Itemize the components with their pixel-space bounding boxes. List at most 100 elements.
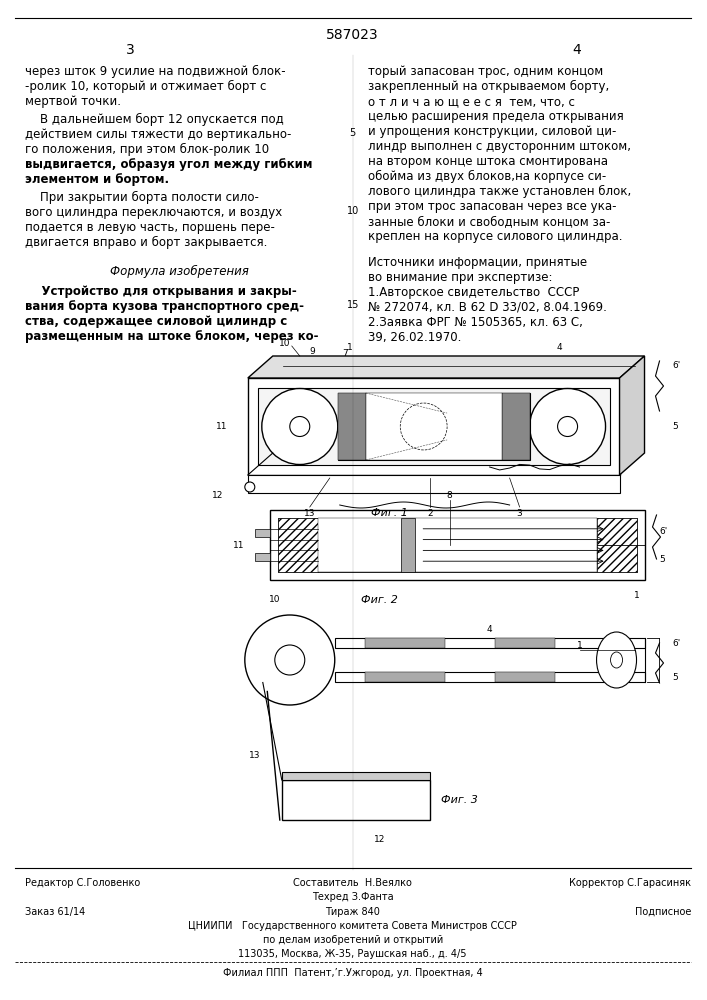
Text: 1: 1 bbox=[347, 344, 353, 353]
Text: 10: 10 bbox=[279, 340, 291, 349]
Text: 6': 6' bbox=[672, 361, 681, 370]
Bar bbox=[255, 529, 270, 537]
Bar bbox=[258, 388, 609, 465]
Ellipse shape bbox=[597, 632, 636, 688]
Text: вания борта кузова транспортного сред-: вания борта кузова транспортного сред- bbox=[25, 300, 304, 313]
Bar bbox=[495, 638, 554, 648]
Bar bbox=[270, 510, 645, 580]
Text: Формула изобретения: Формула изобретения bbox=[110, 265, 250, 278]
Text: торый запасован трос, одним концом: торый запасован трос, одним концом bbox=[368, 65, 603, 78]
Text: 3: 3 bbox=[126, 43, 134, 57]
Text: 113035, Москва, Ж-35, Раушская наб., д. 4/5: 113035, Москва, Ж-35, Раушская наб., д. … bbox=[238, 949, 467, 959]
Text: 10: 10 bbox=[269, 595, 281, 604]
Text: подается в левую часть, поршень пере-: подается в левую часть, поршень пере- bbox=[25, 221, 275, 234]
Polygon shape bbox=[248, 356, 645, 378]
Text: на втором конце штока смонтирована: на втором конце штока смонтирована bbox=[368, 155, 608, 168]
Text: выдвигается, образуя угол между гибким: выдвигается, образуя угол между гибким bbox=[25, 158, 312, 171]
Text: Устройство для открывания и закры-: Устройство для открывания и закры- bbox=[25, 285, 297, 298]
Text: 11: 11 bbox=[216, 422, 228, 431]
Text: Источники информации, принятые: Источники информации, принятые bbox=[368, 256, 587, 269]
Text: Редактор С.Головенко: Редактор С.Головенко bbox=[25, 878, 140, 888]
Bar bbox=[495, 672, 554, 682]
Text: двигается вправо и борт закрывается.: двигается вправо и борт закрывается. bbox=[25, 236, 267, 249]
Text: № 272074, кл. В 62 D 33/02, 8.04.1969.: № 272074, кл. В 62 D 33/02, 8.04.1969. bbox=[368, 301, 607, 314]
Bar bbox=[282, 772, 430, 780]
Text: В дальнейшем борт 12 опускается под: В дальнейшем борт 12 опускается под bbox=[25, 113, 284, 126]
Bar bbox=[366, 393, 502, 460]
Text: 5: 5 bbox=[672, 672, 678, 682]
Text: Подписное: Подписное bbox=[635, 907, 691, 917]
Text: о т л и ч а ю щ е е с я  тем, что, с: о т л и ч а ю щ е е с я тем, что, с bbox=[368, 95, 575, 108]
Text: 39, 26.02.1970.: 39, 26.02.1970. bbox=[368, 331, 461, 344]
Text: при этом трос запасован через все ука-: при этом трос запасован через все ука- bbox=[368, 200, 617, 213]
Text: 12: 12 bbox=[211, 490, 223, 499]
Bar bbox=[255, 553, 270, 561]
Text: -ролик 10, который и отжимает борт с: -ролик 10, который и отжимает борт с bbox=[25, 80, 267, 93]
Bar bbox=[597, 518, 636, 572]
Text: 1: 1 bbox=[633, 590, 639, 599]
Bar bbox=[502, 393, 530, 460]
Bar bbox=[365, 638, 445, 648]
Text: Тираж 840: Тираж 840 bbox=[325, 907, 380, 917]
Text: Заказ 61/14: Заказ 61/14 bbox=[25, 907, 86, 917]
Text: Составитель  Н.Веялко: Составитель Н.Веялко bbox=[293, 878, 412, 888]
Bar bbox=[248, 475, 619, 493]
Text: мертвой точки.: мертвой точки. bbox=[25, 95, 121, 108]
Text: закрепленный на открываемом борту,: закрепленный на открываемом борту, bbox=[368, 80, 609, 93]
Bar bbox=[402, 518, 416, 572]
Bar bbox=[334, 638, 645, 648]
Text: 2.Заявка ФРГ № 1505365, кл. 63 С,: 2.Заявка ФРГ № 1505365, кл. 63 С, bbox=[368, 316, 583, 329]
Bar bbox=[338, 393, 530, 460]
Text: 4: 4 bbox=[487, 626, 493, 635]
Ellipse shape bbox=[400, 403, 447, 450]
Text: Фиг. 1: Фиг. 1 bbox=[371, 508, 408, 518]
Text: го положения, при этом блок-ролик 10: го положения, при этом блок-ролик 10 bbox=[25, 143, 269, 156]
Ellipse shape bbox=[611, 652, 623, 668]
Bar bbox=[365, 672, 445, 682]
Text: Техред З.Фанта: Техред З.Фанта bbox=[312, 892, 394, 902]
Text: 4: 4 bbox=[572, 43, 581, 57]
Ellipse shape bbox=[530, 388, 606, 464]
Circle shape bbox=[245, 482, 255, 492]
Text: через шток 9 усилие на подвижной блок-: через шток 9 усилие на подвижной блок- bbox=[25, 65, 286, 78]
Text: линдр выполнен с двусторонним штоком,: линдр выполнен с двусторонним штоком, bbox=[368, 140, 631, 153]
Polygon shape bbox=[619, 356, 645, 475]
Text: целью расширения предела открывания: целью расширения предела открывания bbox=[368, 110, 624, 123]
Text: 587023: 587023 bbox=[327, 28, 379, 42]
Ellipse shape bbox=[290, 416, 310, 436]
Text: 6': 6' bbox=[672, 639, 681, 648]
Circle shape bbox=[275, 645, 305, 675]
Text: по делам изобретений и открытий: по делам изобретений и открытий bbox=[262, 935, 443, 945]
Text: 11: 11 bbox=[233, 540, 245, 550]
Text: ЦНИИПИ   Государственного комитета Совета Министров СССР: ЦНИИПИ Государственного комитета Совета … bbox=[188, 921, 518, 931]
Bar bbox=[334, 672, 645, 682]
Bar bbox=[338, 393, 366, 460]
Text: 10: 10 bbox=[346, 206, 359, 216]
Text: ства, содержащее силовой цилиндр с: ства, содержащее силовой цилиндр с bbox=[25, 315, 287, 328]
Text: лового цилиндра также установлен блок,: лового цилиндра также установлен блок, bbox=[368, 185, 631, 198]
Ellipse shape bbox=[558, 416, 578, 436]
Text: 5: 5 bbox=[660, 554, 665, 564]
Text: При закрытии борта полости сило-: При закрытии борта полости сило- bbox=[25, 191, 259, 204]
Text: элементом и бортом.: элементом и бортом. bbox=[25, 173, 169, 186]
Text: действием силы тяжести до вертикально-: действием силы тяжести до вертикально- bbox=[25, 128, 291, 141]
Text: 5: 5 bbox=[350, 128, 356, 138]
Text: Фиг. 2: Фиг. 2 bbox=[361, 595, 398, 605]
Text: 1: 1 bbox=[577, 641, 583, 650]
Text: 4: 4 bbox=[557, 344, 562, 353]
Text: 2: 2 bbox=[427, 508, 433, 518]
Text: 9: 9 bbox=[309, 347, 315, 356]
Text: Филиал ППП  Патент,’г.Ужгород, ул. Проектная, 4: Филиал ППП Патент,’г.Ужгород, ул. Проект… bbox=[223, 968, 483, 978]
Bar bbox=[278, 518, 317, 572]
Text: 6': 6' bbox=[660, 526, 667, 536]
Ellipse shape bbox=[262, 388, 338, 464]
Text: размещенным на штоке блоком, через ко-: размещенным на штоке блоком, через ко- bbox=[25, 330, 318, 343]
Text: 13: 13 bbox=[249, 750, 261, 760]
Bar bbox=[248, 378, 619, 475]
Bar bbox=[282, 780, 430, 820]
Bar bbox=[317, 518, 597, 572]
Text: 15: 15 bbox=[346, 300, 359, 310]
Text: занные блоки и свободным концом за-: занные блоки и свободным концом за- bbox=[368, 215, 610, 228]
Text: 3: 3 bbox=[517, 508, 522, 518]
Text: во внимание при экспертизе:: во внимание при экспертизе: bbox=[368, 271, 552, 284]
